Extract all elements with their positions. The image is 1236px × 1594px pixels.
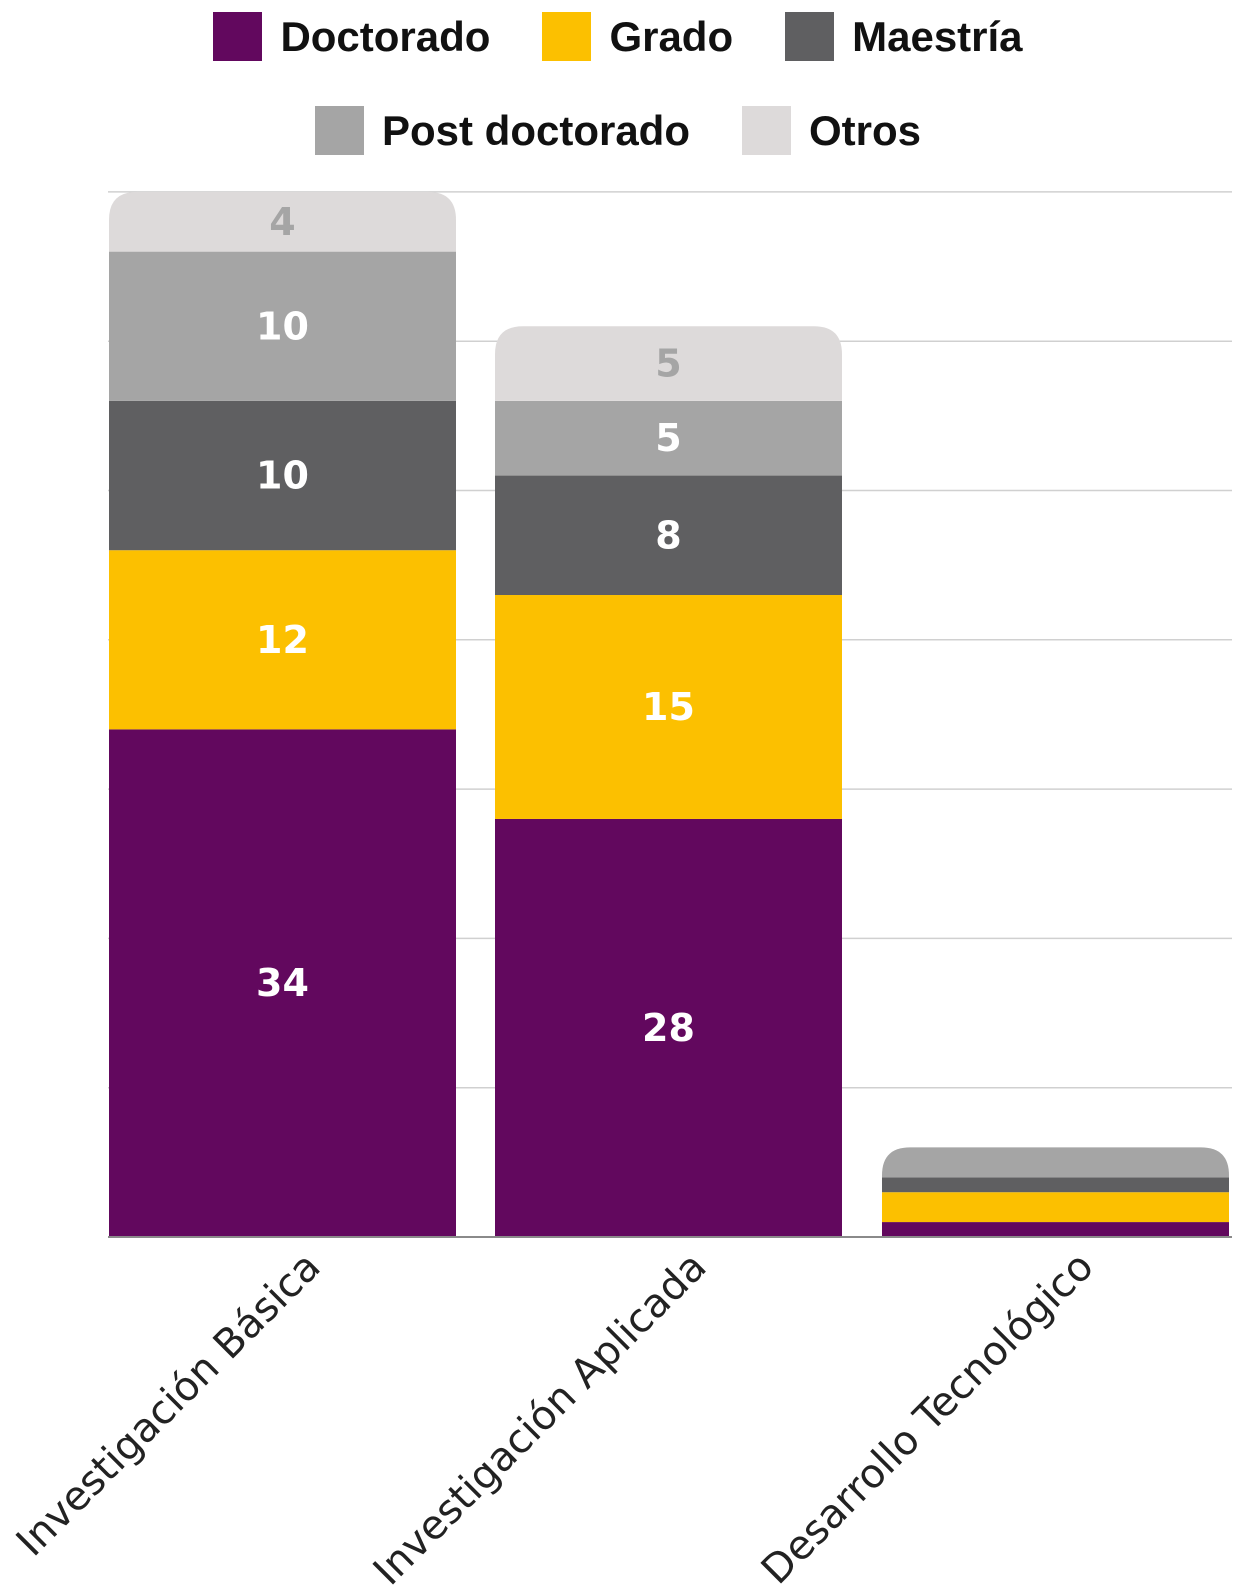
x-tick-label-3: Desarrollo Tecnológico — [753, 1244, 1103, 1594]
data-label-doctorado-2: 28 — [642, 1006, 695, 1050]
bar-segment-maestr-a-2 — [495, 475, 842, 596]
bar-segment-doctorado-2 — [495, 818, 842, 1237]
legend-item-maestria: Maestría — [785, 12, 1023, 61]
data-label-post-doctorado-2: 5 — [655, 416, 681, 460]
bar-segment-post-doctorado-2 — [495, 400, 842, 476]
legend-label-grado: Grado — [609, 12, 734, 60]
legend: Doctorado Grado Maestría Post doctorado … — [0, 0, 1236, 170]
legend-item-post-doctorado: Post doctorado — [314, 106, 690, 155]
legend-label-doctorado: Doctorado — [280, 12, 491, 60]
legend-swatch-grado — [542, 12, 592, 61]
bar-segment-post-doctorado-1 — [109, 251, 456, 401]
data-label-otros-2: 5 — [655, 342, 681, 386]
legend-item-doctorado: Doctorado — [213, 12, 490, 61]
legend-swatch-maestria — [785, 12, 835, 61]
bar-segment-doctorado-3 — [882, 1222, 1229, 1237]
legend-swatch-otros — [742, 106, 791, 155]
bar-segment-otros-1 — [109, 191, 456, 252]
data-label-grado-2: 15 — [642, 685, 695, 729]
legend-label-post-doctorado: Post doctorado — [381, 106, 690, 154]
data-label-doctorado-1: 34 — [256, 961, 309, 1005]
legend-label-otros: Otros — [809, 106, 922, 154]
bar-segment-doctorado-1 — [109, 729, 456, 1237]
legend-label-maestria: Maestría — [852, 12, 1023, 60]
data-label-post-doctorado-1: 10 — [256, 304, 309, 348]
x-tick-label-1: Investigación Básica — [8, 1244, 330, 1566]
bar-segment-maestr-a-1 — [109, 400, 456, 551]
bar-segment-otros-2 — [495, 326, 842, 401]
legend-row-2: Post doctorado Otros — [0, 106, 1236, 155]
bar-segment-post-doctorado-3 — [882, 1147, 1229, 1178]
data-label-grado-1: 12 — [256, 618, 309, 662]
bar-segment-maestr-a-3 — [882, 1177, 1229, 1193]
data-label-otros-1: 4 — [269, 200, 295, 244]
legend-item-grado: Grado — [542, 12, 733, 61]
legend-swatch-doctorado — [213, 12, 263, 61]
data-label-maestr-a-1: 10 — [256, 454, 309, 498]
bar-segment-grado-1 — [109, 550, 456, 730]
legend-swatch-post-doctorado — [314, 106, 364, 155]
data-label-maestr-a-2: 8 — [655, 513, 681, 557]
bar-segment-grado-2 — [495, 595, 842, 819]
legend-row-1: Doctorado Grado Maestría — [0, 12, 1236, 61]
x-tick-label-2: Investigación Aplicada — [365, 1244, 716, 1594]
bar-segment-grado-3 — [882, 1192, 1229, 1223]
legend-item-otros: Otros — [742, 106, 921, 155]
